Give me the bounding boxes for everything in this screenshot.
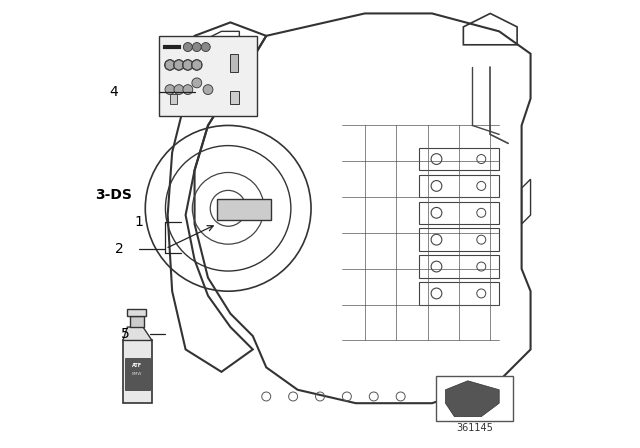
- Bar: [419, 202, 499, 224]
- Bar: [419, 148, 499, 170]
- Circle shape: [173, 60, 184, 70]
- Bar: [436, 376, 513, 421]
- Text: 5: 5: [121, 327, 129, 341]
- Bar: [170, 94, 177, 104]
- Bar: [217, 199, 271, 220]
- Circle shape: [192, 78, 202, 88]
- Circle shape: [183, 85, 193, 95]
- Circle shape: [165, 85, 175, 95]
- Circle shape: [193, 43, 201, 52]
- Circle shape: [184, 43, 192, 52]
- Text: 2: 2: [115, 241, 124, 256]
- Text: 3-DS: 3-DS: [95, 188, 132, 202]
- Circle shape: [203, 85, 213, 95]
- Text: 4: 4: [109, 85, 118, 99]
- Circle shape: [201, 43, 210, 52]
- Bar: [419, 282, 499, 305]
- Text: BMW: BMW: [132, 372, 143, 376]
- Bar: [123, 340, 152, 403]
- Bar: [127, 309, 146, 316]
- Bar: [419, 175, 499, 197]
- Bar: [419, 228, 499, 251]
- Circle shape: [164, 60, 175, 70]
- Text: 361145: 361145: [456, 423, 493, 433]
- Polygon shape: [445, 381, 499, 417]
- Circle shape: [182, 60, 193, 70]
- Bar: [130, 316, 145, 327]
- Circle shape: [174, 85, 184, 95]
- Text: ATF: ATF: [132, 362, 142, 368]
- Circle shape: [191, 60, 202, 70]
- Polygon shape: [123, 327, 152, 340]
- Bar: [230, 91, 239, 104]
- Bar: [419, 255, 499, 278]
- Bar: [125, 358, 150, 390]
- Bar: [230, 54, 239, 72]
- Text: 1: 1: [134, 215, 143, 229]
- Bar: [159, 36, 257, 116]
